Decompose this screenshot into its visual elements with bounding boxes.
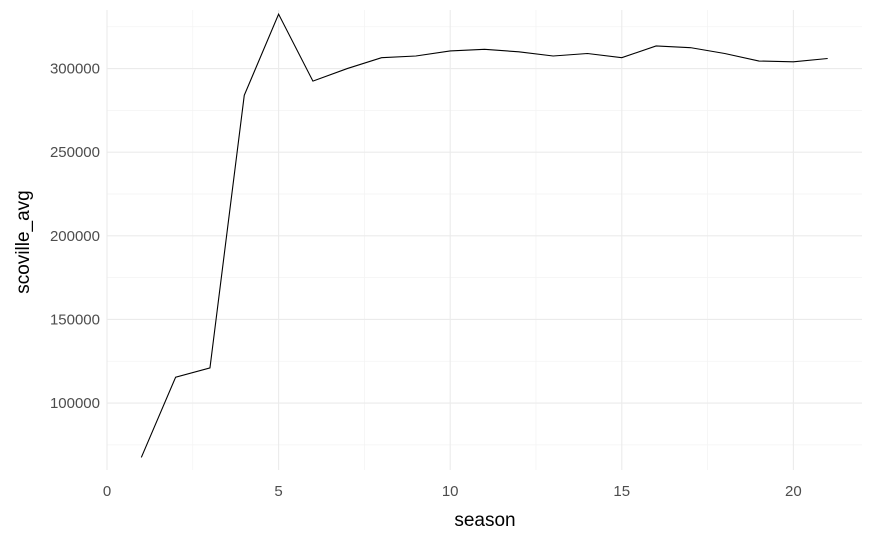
minor-gridlines <box>107 10 862 470</box>
series-line <box>140 12 828 458</box>
x-tick-labels: 0 5 10 15 20 <box>103 483 802 500</box>
y-axis-title: scoville_avg <box>13 190 34 294</box>
y-tick-label: 100000 <box>50 395 100 412</box>
x-tick-label: 5 <box>274 483 282 500</box>
y-tick-label: 200000 <box>50 228 100 245</box>
x-axis-title: season <box>454 510 515 531</box>
major-gridlines <box>106 10 862 470</box>
x-tick-label: 15 <box>613 483 630 500</box>
y-tick-label: 300000 <box>50 61 100 78</box>
x-tick-label: 20 <box>785 483 802 500</box>
series-layer <box>140 12 828 458</box>
y-tick-labels: 100000 150000 200000 250000 300000 <box>50 61 100 413</box>
x-tick-label: 0 <box>103 483 111 500</box>
y-tick-label: 250000 <box>50 144 100 161</box>
x-tick-label: 10 <box>442 483 459 500</box>
y-tick-label: 150000 <box>50 311 100 328</box>
